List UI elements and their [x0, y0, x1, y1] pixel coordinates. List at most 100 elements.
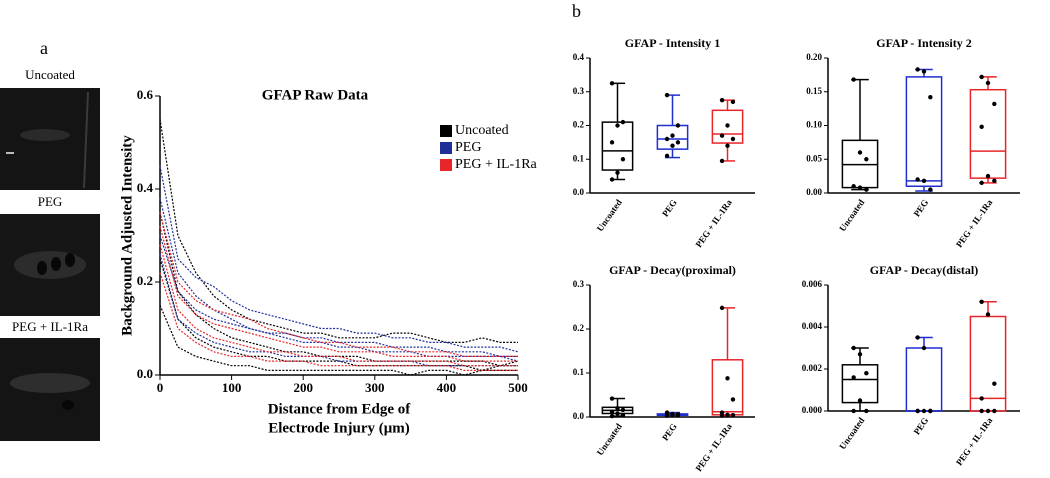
data-point: [857, 185, 863, 190]
y-tick-label: 0.15: [806, 86, 822, 96]
y-tick-label: 0.2: [573, 120, 585, 130]
box: [905, 76, 943, 187]
data-point: [864, 408, 869, 414]
box: [601, 121, 634, 171]
x-tick-label: 400: [437, 380, 457, 395]
panel-label: b: [572, 1, 581, 21]
data-point: [730, 99, 736, 105]
box: [969, 88, 1007, 179]
data-point: [979, 299, 984, 304]
x-tick-label: PEG: [660, 198, 679, 219]
trace: [159, 244, 518, 367]
data-point: [915, 177, 920, 182]
data-point: [915, 67, 920, 72]
x-axis-label: Electrode Injury (μm): [268, 420, 410, 436]
data-point: [857, 398, 863, 403]
x-tick-label: PEG: [912, 416, 931, 437]
x-tick-label: Uncoated: [595, 422, 624, 458]
x-tick-label: Uncoated: [837, 416, 866, 452]
chart-title: GFAP - Intensity 2: [876, 36, 971, 50]
data-point: [675, 123, 681, 128]
y-tick-label: 0.3: [573, 86, 585, 96]
y-tick-label: 0.1: [573, 153, 585, 163]
y-tick-label: 0.0: [573, 411, 585, 421]
x-tick-label: PEG + IL-1Ra: [693, 421, 734, 473]
data-point: [851, 408, 856, 414]
data-point: [620, 119, 626, 125]
y-tick-label: 0.2: [137, 273, 153, 288]
data-point: [615, 406, 620, 411]
x-tick-label: PEG + IL-1Ra: [954, 197, 995, 249]
data-point: [857, 352, 863, 357]
data-point: [615, 123, 620, 128]
trace: [159, 165, 519, 353]
data-point: [609, 81, 615, 86]
x-tick-label: 300: [365, 380, 385, 395]
data-point: [670, 143, 675, 148]
x-tick-label: Uncoated: [595, 198, 624, 234]
data-point: [664, 153, 670, 159]
data-point: [979, 124, 984, 130]
micrograph: [0, 88, 100, 190]
data-point: [719, 305, 725, 311]
y-tick-label: 0.3: [573, 279, 585, 289]
data-point: [719, 133, 725, 138]
legend-label: Uncoated: [455, 123, 509, 138]
image-label: PEG: [38, 194, 63, 209]
legend-label: PEG + IL-1Ra: [455, 157, 538, 172]
image-label: PEG + IL-1Ra: [12, 319, 88, 334]
box: [656, 124, 689, 150]
data-point: [921, 178, 927, 184]
data-point: [992, 178, 997, 184]
y-tick-label: 0.004: [802, 321, 823, 331]
box: [969, 315, 1007, 412]
data-point: [620, 413, 626, 418]
box: [841, 364, 879, 404]
data-point: [725, 376, 730, 381]
data-point: [670, 133, 675, 138]
data-point: [609, 409, 615, 414]
data-point: [857, 150, 863, 155]
data-point: [730, 136, 736, 142]
legend-swatch: [440, 142, 452, 154]
trace: [159, 198, 519, 362]
trace: [159, 119, 518, 343]
trace: [159, 253, 518, 367]
data-point: [979, 180, 984, 186]
data-point: [851, 184, 856, 189]
y-tick-label: 0.20: [806, 52, 822, 62]
micrograph: [0, 214, 100, 316]
data-point: [915, 408, 920, 414]
data-point: [615, 411, 620, 416]
data-point: [730, 397, 736, 402]
data-point: [725, 123, 730, 128]
x-tick-label: Uncoated: [837, 198, 866, 234]
data-point: [609, 140, 615, 145]
data-point: [928, 187, 933, 192]
x-tick-label: 500: [508, 380, 528, 395]
y-tick-label: 0.00: [806, 187, 822, 197]
trace: [159, 305, 518, 376]
data-point: [864, 157, 869, 162]
data-point: [979, 74, 984, 80]
data-point: [992, 101, 997, 107]
x-tick-label: PEG: [660, 422, 679, 443]
data-point: [670, 412, 675, 417]
y-tick-label: 0.000: [802, 405, 823, 415]
y-tick-label: 0.0: [573, 187, 585, 197]
data-point: [664, 413, 670, 418]
y-tick-label: 0.1: [573, 367, 585, 377]
data-point: [928, 408, 933, 414]
data-point: [985, 80, 991, 86]
legend-swatch: [440, 125, 452, 137]
data-point: [609, 396, 615, 401]
y-tick-label: 0.6: [137, 87, 154, 102]
box: [711, 109, 744, 144]
data-point: [985, 173, 991, 179]
data-point: [664, 92, 670, 98]
micrograph: [0, 338, 100, 441]
data-point: [675, 413, 681, 418]
data-point: [719, 410, 725, 415]
data-point: [915, 335, 920, 340]
